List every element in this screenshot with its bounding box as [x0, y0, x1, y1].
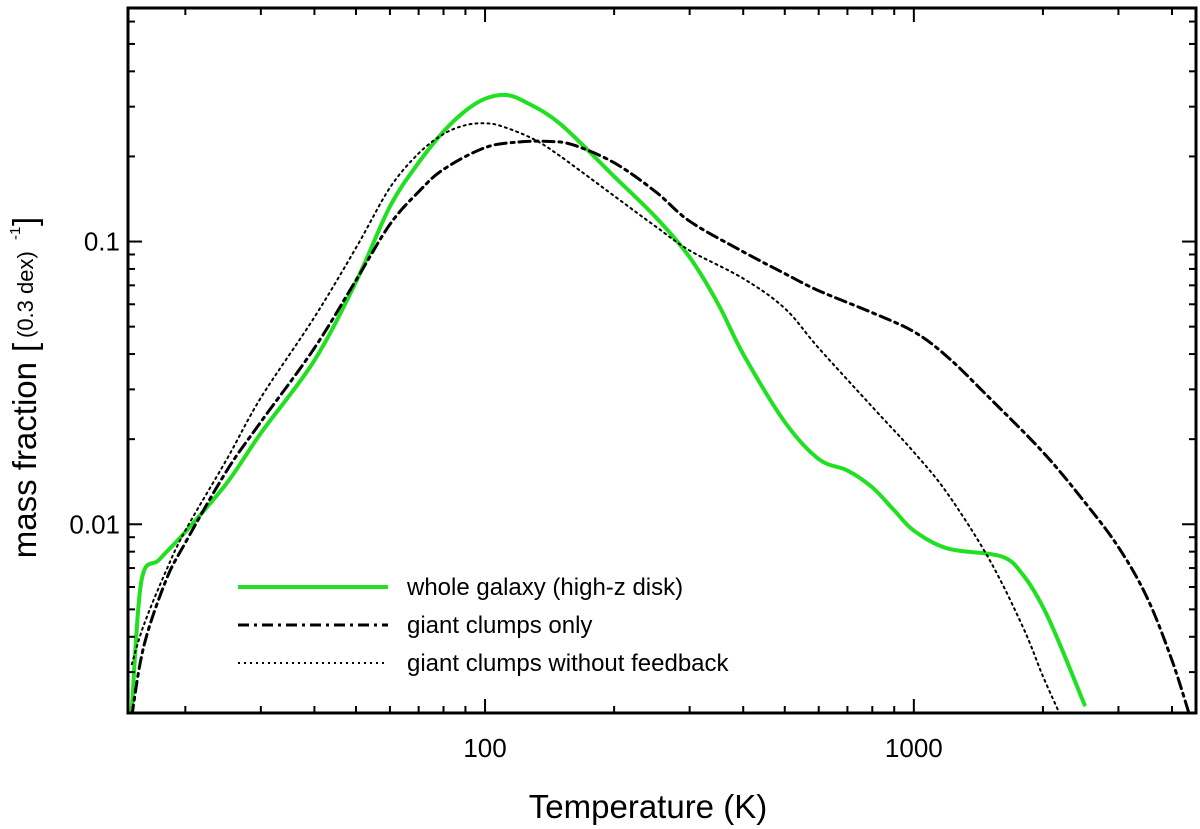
- y-axis-ticks: 0.01 0.1: [69, 20, 1196, 674]
- y-tick-label: 0.1: [84, 227, 120, 257]
- series-line-2: [130, 139, 1191, 713]
- y-axis-unit: (0.3 dex): [13, 251, 38, 338]
- y-axis-unit-exponent: -1: [7, 227, 24, 240]
- x-axis-ticks: 100 1000: [184, 8, 1174, 763]
- y-axis-unit-close: ]: [6, 217, 43, 226]
- x-axis-title: Temperature (K): [529, 788, 767, 825]
- series-line-3: [130, 122, 1061, 713]
- x-tick-label: 100: [463, 733, 506, 763]
- x-tick-label: 1000: [885, 733, 943, 763]
- y-tick-label: 0.01: [69, 509, 120, 539]
- y-axis-title: mass fraction [ (0.3 dex) -1 ]: [6, 217, 43, 558]
- legend-label-no-feedback: giant clumps without feedback: [407, 650, 730, 677]
- legend-label-whole-galaxy: whole galaxy (high-z disk): [406, 574, 683, 601]
- legend: whole galaxy (high-z disk) giant clumps …: [238, 574, 730, 677]
- plot-frame: [126, 6, 1198, 715]
- y-axis-title-text: mass fraction: [6, 362, 43, 558]
- legend-label-giant-clumps: giant clumps only: [407, 612, 592, 639]
- series-layer: [129, 92, 1191, 713]
- y-axis-unit-open: [: [6, 343, 43, 352]
- series-line-1: [129, 92, 1087, 713]
